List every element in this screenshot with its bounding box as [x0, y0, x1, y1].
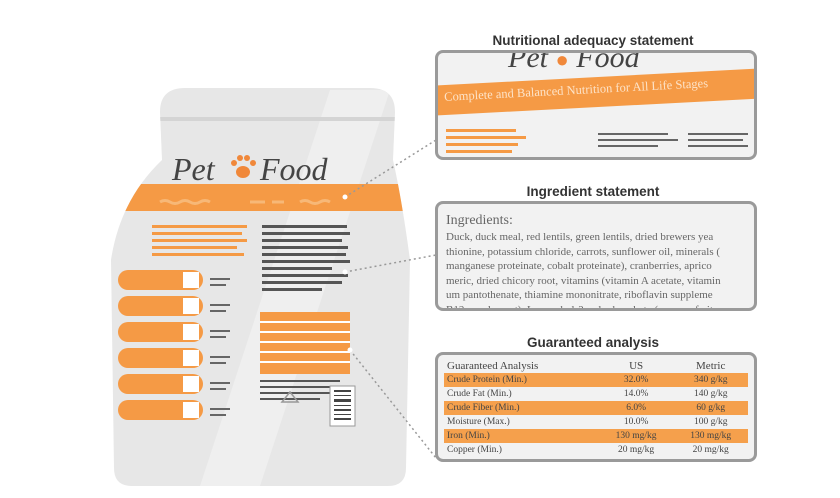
ingredient-line: um pantothenate, thiamine mononitrate, r…	[446, 289, 713, 301]
ingredient-heading: Ingredients:	[446, 213, 513, 228]
table-row: Moisture (Max.) 10.0% 100 g/kg	[444, 415, 748, 429]
paw	[231, 155, 256, 178]
paw-icon: ●	[555, 50, 569, 72]
table-row: Iron (Min.) 130 mg/kg 130 mg/kg	[444, 429, 748, 443]
table-cell: 130 mg/kg	[598, 429, 674, 443]
table-cell: Copper (Min.)	[447, 445, 502, 455]
table-cell: 60 g/kg	[673, 401, 748, 415]
pill-notes	[210, 278, 230, 416]
ingredient-line: thionine, potassium chloride, carrots, s…	[446, 245, 721, 258]
table-cell: 6.0%	[598, 401, 674, 415]
table-cell: 340 g/kg	[673, 373, 748, 387]
analysis-callout: Guaranteed Analysis US Metric Crude Prot…	[435, 352, 757, 462]
table-cell: Moisture (Max.)	[447, 417, 510, 427]
bag-logo-right: Food	[259, 151, 329, 187]
analysis-table: Guaranteed Analysis US Metric Crude Prot…	[444, 359, 748, 457]
logo-right: Food	[576, 50, 640, 74]
callout-title: Guaranteed analysis	[526, 335, 660, 350]
callout-title: Ingredient statement	[526, 184, 660, 199]
table-cell: 140 g/kg	[693, 389, 728, 399]
table-cell: 20 mg/kg	[618, 445, 655, 455]
table-row: Crude Fiber (Min.) 6.0% 60 g/kg	[444, 401, 748, 415]
ingredient-line: B12 supplement), L-ascorbyl-2-polyphosph…	[446, 303, 718, 311]
band-squiggles	[159, 199, 331, 205]
ingredient-line: manganese proteinate, cobalt proteinate)…	[446, 260, 712, 272]
seal	[111, 117, 410, 121]
bag-band	[111, 184, 410, 211]
table-row: Crude Protein (Min.) 32.0% 340 g/kg	[444, 373, 748, 387]
logo: Pet ● Food	[508, 50, 640, 75]
connector-dots	[342, 194, 353, 353]
feeding-pills	[118, 270, 203, 420]
table-row: Copper (Min.) 20 mg/kg 20 mg/kg	[444, 443, 748, 457]
barcode	[329, 385, 356, 427]
table-cell: 32.0%	[598, 373, 674, 387]
ingredient-callout: Ingredients: Duck, duck meal, red lentil…	[435, 201, 757, 311]
table-cell: 20 mg/kg	[692, 445, 729, 455]
table-cell: 130 mg/kg	[673, 429, 748, 443]
bottom-text	[260, 380, 340, 400]
logo-left: Pet	[508, 50, 548, 74]
header-cell: US	[629, 360, 644, 372]
table-cell: 10.0%	[623, 417, 649, 427]
table-header: Guaranteed Analysis US Metric	[444, 359, 748, 373]
table-cell: 14.0%	[623, 389, 649, 399]
text-lines	[446, 129, 748, 153]
adequacy-callout: Pet ● Food Complete and Balanced Nutriti…	[435, 50, 757, 160]
callout-title: Nutritional adequacy statement	[492, 33, 694, 48]
bag-logo-left: Pet	[171, 151, 216, 187]
header-cell: Guaranteed Analysis	[447, 360, 539, 372]
table-cell: Crude Protein (Min.)	[444, 373, 599, 387]
gray-text-block	[262, 225, 350, 291]
recycle-icon	[280, 390, 300, 403]
table-cell: 100 g/kg	[693, 417, 728, 427]
table-cell: Iron (Min.)	[444, 429, 599, 443]
table-row: Crude Fat (Min.) 14.0% 140 g/kg	[444, 387, 748, 401]
ingredient-line: meric, dried chicory root, vitamins (vit…	[446, 274, 721, 287]
orange-text-block	[152, 225, 247, 256]
ingredient-text: Ingredients: Duck, duck meal, red lentil…	[446, 212, 721, 311]
connectors	[344, 139, 437, 459]
mini-table	[260, 312, 350, 374]
table-cell: Crude Fiber (Min.)	[444, 401, 599, 415]
header-cell: Metric	[696, 360, 726, 372]
table-cell: Crude Fat (Min.)	[447, 389, 512, 399]
ingredient-line: Duck, duck meal, red lentils, green lent…	[446, 231, 714, 243]
